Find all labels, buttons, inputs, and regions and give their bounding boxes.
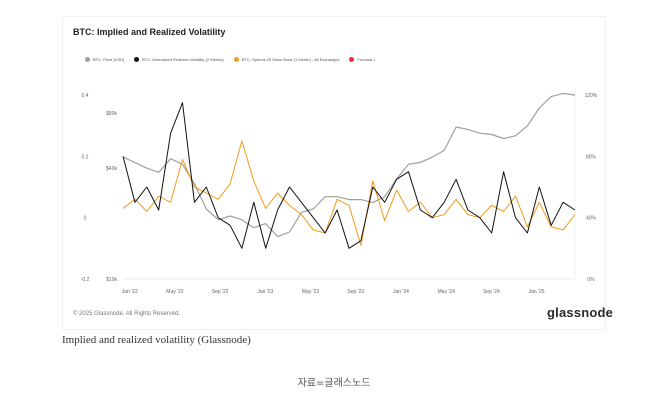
legend-label-formula: Formula 1 (357, 57, 376, 62)
copyright-text: © 2025 Glassnode. All Rights Reserved. (73, 311, 181, 317)
x-tick-label: Jan '25 (529, 289, 545, 295)
legend-label-price: BTC: Price [USD] (93, 57, 125, 62)
legend-item-price[interactable]: BTC: Price [USD] (85, 57, 124, 62)
price-series-line (122, 92, 576, 238)
y-left-inner-tick-label: $40k (106, 166, 117, 172)
legend-dot-price (85, 57, 90, 62)
y-right-tick-label: 120% (585, 93, 598, 99)
legend-item-skew[interactable]: BTC: Options 25 Delta Skew (1 Month) - A… (233, 57, 340, 62)
x-tick-label: Sep '23 (347, 289, 364, 295)
x-tick-label: Sep '22 (212, 289, 229, 295)
chart-legend: BTC: Price [USD] BTC: Annualized Realize… (85, 57, 376, 62)
y-right-tick-label: 40% (586, 216, 597, 222)
x-tick-label: May '22 (166, 289, 184, 295)
legend-label-realized-vol: BTC: Annualized Realized Volatility (2 W… (142, 57, 224, 62)
legend-dot-formula (349, 57, 355, 62)
y-left-outer-tick-label: -0.2 (81, 277, 90, 283)
chart-title: BTC: Implied and Realized Volatility (73, 27, 226, 37)
glassnode-logo: glassnode (547, 305, 614, 320)
legend-dot-skew (233, 57, 239, 62)
legend-dot-realized-vol (134, 57, 140, 62)
y-left-inner-tick-label: $80k (106, 111, 117, 117)
legend-item-realized-vol[interactable]: BTC: Annualized Realized Volatility (2 W… (134, 57, 224, 62)
realized-vol-series-line (122, 102, 576, 249)
y-left-outer-tick-label: 0.2 (82, 154, 89, 160)
legend-label-skew: BTC: Options 25 Delta Skew (1 Month) - A… (241, 57, 340, 62)
x-tick-label: Jan '22 (122, 289, 138, 295)
x-tick-label: May '24 (438, 289, 456, 295)
x-tick-label: May '23 (302, 289, 320, 295)
x-tick-label: Sep '24 (483, 289, 500, 295)
y-right-tick-label: 0% (587, 277, 595, 283)
y-left-outer-tick-label: 0.4 (82, 93, 89, 99)
skew-series-line (122, 140, 576, 246)
x-tick-label: Jan '24 (393, 289, 409, 295)
y-left-outer-tick-label: 0 (84, 216, 87, 222)
chart-plot-area: 0.4 0.2 0 -0.2 $80k $40k $10k 120% 80% 40% 0% Ja… (81, 89, 598, 295)
figure-caption: Implied and realized volatility (Glassno… (62, 334, 251, 346)
chart-card: BTC: Implied and Realized Volatility BTC… (62, 16, 613, 330)
source-credit: 자료=글래스노드 (297, 378, 371, 389)
legend-item-formula[interactable]: Formula 1 (349, 57, 376, 62)
y-right-tick-label: 80% (586, 154, 597, 160)
x-tick-label: Jan '23 (257, 289, 273, 295)
y-left-inner-tick-label: $10k (106, 277, 117, 283)
